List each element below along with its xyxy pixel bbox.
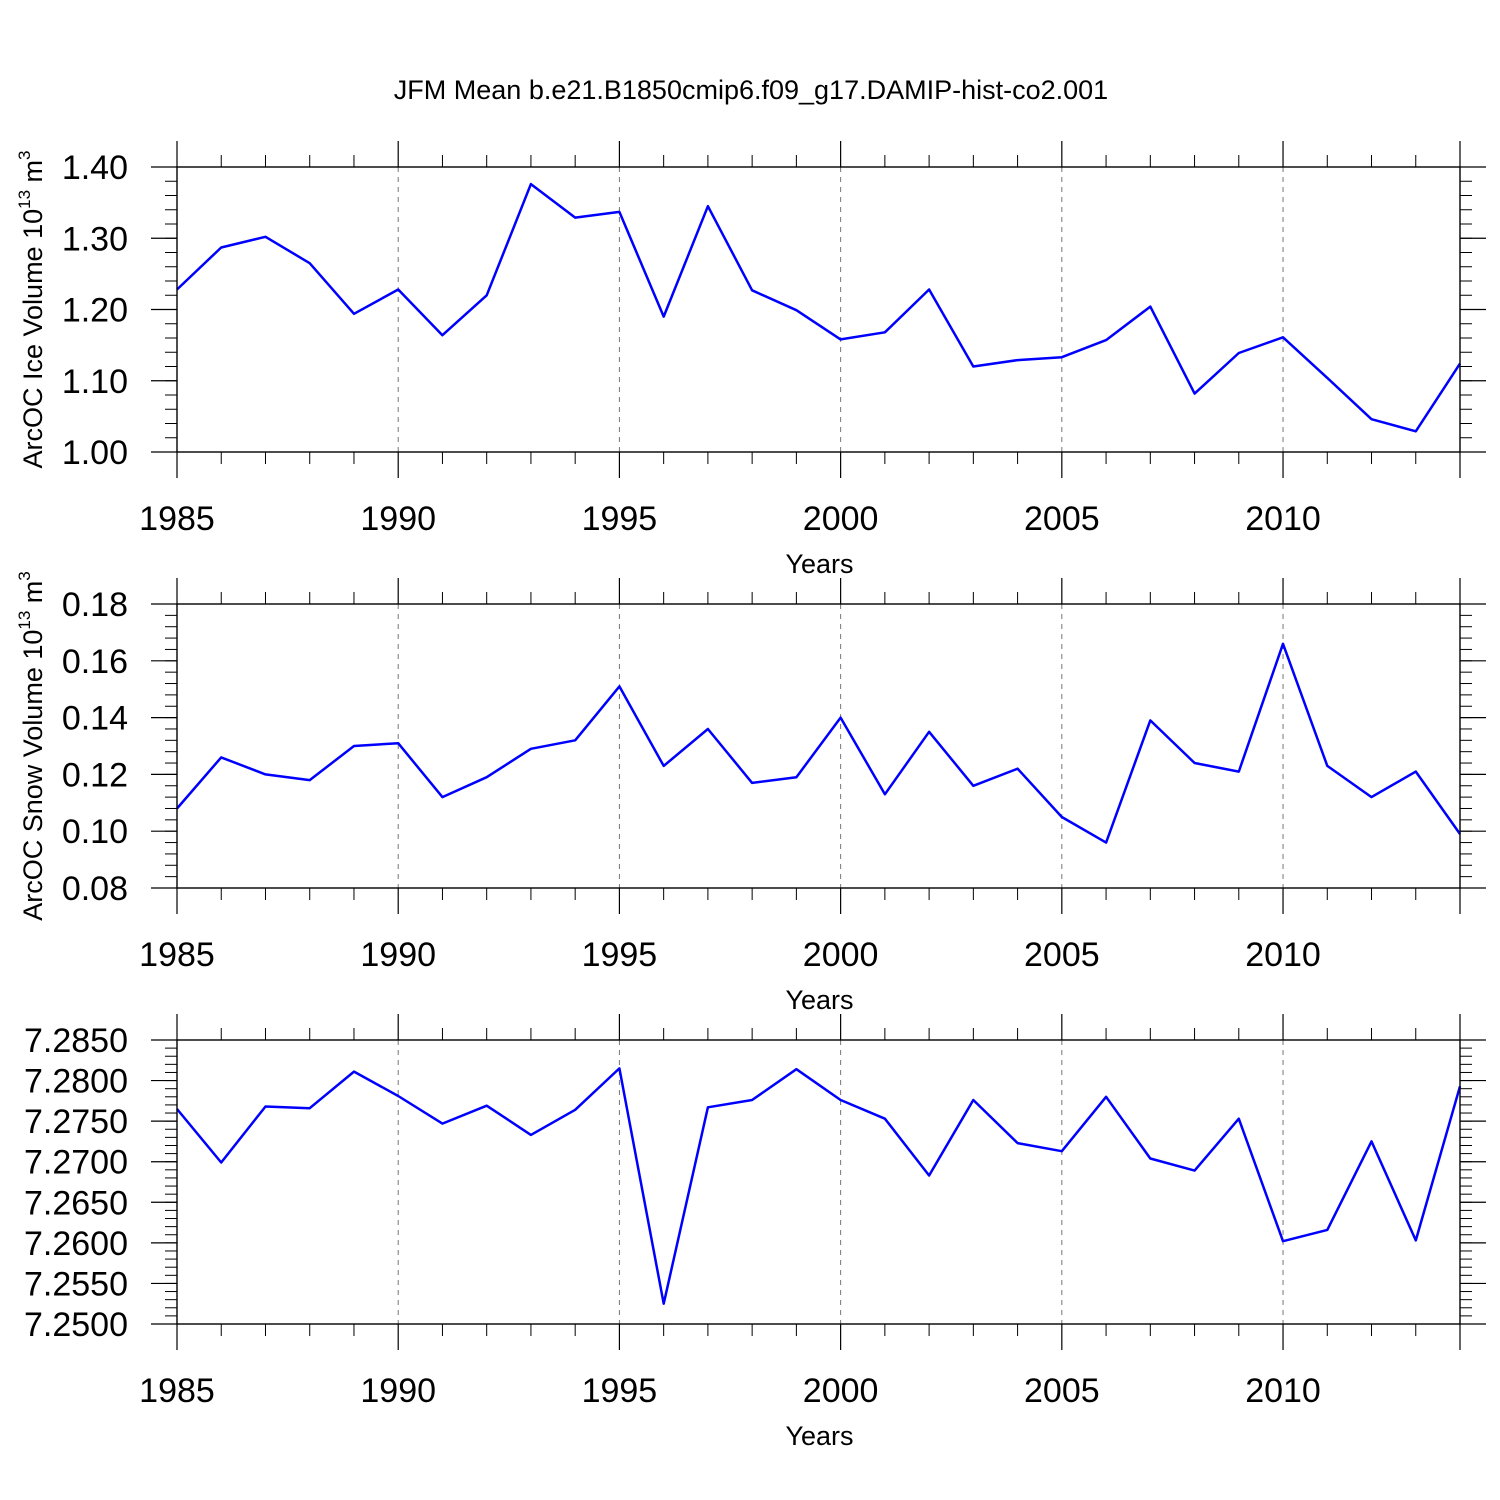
panel-2: 1985 1990 1995 2000 2005 2010 0.08 0.10 0.12 0.14…	[15, 571, 1486, 1015]
y-tick-label: 1.00	[62, 434, 128, 472]
y-tick-label: 7.2750	[24, 1103, 128, 1141]
y-tick-label: 1.40	[62, 149, 128, 187]
y-tick-label: 0.14	[62, 700, 128, 738]
x-tick-label: 1990	[360, 500, 436, 538]
x-tick-label: 2000	[803, 1372, 879, 1410]
y-tick-label: 1.10	[62, 363, 128, 401]
x-tick-label: 2010	[1245, 1372, 1321, 1410]
y-axis-label-text: ArcOC Ice Volume 10	[18, 209, 48, 469]
y-tick-label: 7.2600	[24, 1225, 128, 1263]
panel-1: 1985 1990 1995 2000 2005 2010 1.00 1.10 1.20 1.30…	[15, 141, 1486, 579]
x-tick-label: 1995	[582, 500, 658, 538]
x-tick-label: 1985	[139, 500, 215, 538]
y-tick-label: 7.2650	[24, 1184, 128, 1222]
x-tick-label: 1995	[582, 936, 658, 974]
y-tick-label: 0.16	[62, 643, 128, 681]
y-tick-label: 1.30	[62, 220, 128, 258]
x-tick-label: 2005	[1024, 1372, 1100, 1410]
y-axis-label: ArcOC Ice Volume 1013 m3	[15, 150, 48, 468]
series-line	[176, 642, 1462, 844]
x-tick-label: 2000	[803, 936, 879, 974]
series-line	[176, 1067, 1462, 1305]
y-axis-label-text: ArcOC Snow Volume 10	[18, 630, 48, 921]
figure-title: JFM Mean b.e21.B1850cmip6.f09_g17.DAMIP-…	[394, 75, 1108, 105]
x-tick-label: 1995	[582, 1372, 658, 1410]
y-tick-label: 0.18	[62, 586, 128, 624]
x-axis-label: Years	[785, 1421, 853, 1451]
y-tick-label: 7.2550	[24, 1265, 128, 1303]
y-tick-label: 0.12	[62, 756, 128, 794]
series-line	[176, 182, 1462, 433]
x-tick-label: 2010	[1245, 936, 1321, 974]
y-tick-label: 0.10	[62, 813, 128, 851]
x-tick-label: 1990	[360, 936, 436, 974]
y-axis-label-exponent: 13	[15, 611, 34, 630]
x-tick-label: 2000	[803, 500, 879, 538]
plot-frame	[176, 603, 1461, 889]
y-axis-label: ArcOC Snow Volume 1013 m3	[15, 571, 48, 921]
x-axis-label: Years	[785, 549, 853, 579]
x-tick-label: 2010	[1245, 500, 1321, 538]
plot-frame	[176, 166, 1461, 453]
y-axis-label-unit: m	[18, 160, 48, 190]
x-axis-label: Years	[785, 985, 853, 1015]
x-tick-label: 1990	[360, 1372, 436, 1410]
y-axis-label-unit-exponent: 3	[15, 150, 34, 159]
y-tick-label: 7.2850	[24, 1022, 128, 1060]
panel-3: 1985 1990 1995 2000 2005 20107.25007.25507.26…	[24, 1014, 1486, 1451]
y-tick-label: 7.2700	[24, 1144, 128, 1182]
x-tick-label: 2005	[1024, 936, 1100, 974]
y-axis-label-exponent: 13	[15, 190, 34, 209]
y-axis-label-unit: m	[18, 581, 48, 611]
y-tick-label: 1.20	[62, 292, 128, 330]
x-tick-label: 1985	[139, 936, 215, 974]
y-tick-label: 7.2800	[24, 1063, 128, 1101]
plot-frame	[176, 1039, 1461, 1325]
y-tick-label: 0.08	[62, 870, 128, 908]
x-tick-label: 2005	[1024, 500, 1100, 538]
y-tick-label: 7.2500	[24, 1306, 128, 1344]
y-axis-label-unit-exponent: 3	[15, 571, 34, 580]
x-tick-label: 1985	[139, 1372, 215, 1410]
